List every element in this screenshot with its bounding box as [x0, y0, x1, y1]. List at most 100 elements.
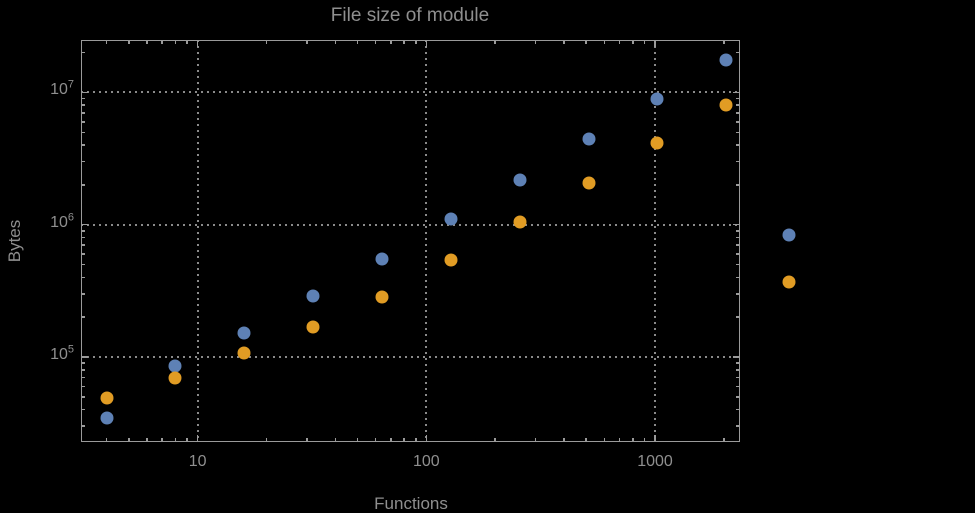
- data-point-series-1-blue: [719, 53, 733, 67]
- y-tick-left: [81, 316, 85, 318]
- y-tick-label-1e6: 106: [50, 211, 74, 231]
- data-point-series-1-blue: [306, 289, 320, 303]
- x-tick-bottom: [494, 438, 496, 442]
- y-tick-left: [81, 276, 85, 279]
- y-tick-right: [736, 184, 740, 186]
- y-tick-right: [736, 104, 740, 106]
- y-tick-left: [81, 230, 85, 232]
- x-tick-bottom: [632, 438, 634, 442]
- y-tick-left: [81, 144, 85, 146]
- y-tick-left: [81, 51, 85, 54]
- x-tick-top: [603, 40, 606, 44]
- y-tick-right: [736, 263, 740, 266]
- x-tick-bottom: [603, 438, 606, 442]
- x-tick-bottom: [618, 438, 621, 442]
- x-tick-bottom: [654, 435, 656, 442]
- x-tick-label-1000: 1000: [637, 453, 673, 470]
- x-tick-bottom: [723, 438, 725, 442]
- data-point-series-2-orange: [782, 275, 796, 289]
- y-tick-right: [736, 425, 740, 427]
- data-point-series-2-orange: [650, 136, 664, 150]
- y-tick-right: [736, 131, 740, 133]
- data-point-series-1-blue: [100, 411, 114, 425]
- data-point-series-2-orange: [237, 346, 251, 360]
- x-tick-top: [534, 40, 537, 44]
- data-point-series-2-orange: [375, 290, 389, 304]
- x-tick-top: [390, 40, 392, 44]
- x-tick-bottom: [196, 435, 199, 442]
- gridline-x-100: [425, 40, 428, 442]
- y-tick-left: [81, 236, 85, 239]
- y-tick-right: [736, 144, 740, 146]
- y-tick-left: [81, 408, 85, 411]
- x-tick-top: [334, 40, 337, 44]
- x-tick-top: [618, 40, 621, 44]
- data-point-series-2-orange: [168, 371, 182, 385]
- y-tick-right: [733, 223, 740, 226]
- data-point-series-2-orange: [100, 391, 114, 405]
- x-tick-top: [161, 40, 163, 44]
- y-tick-right: [736, 97, 740, 100]
- y-tick-right: [736, 276, 740, 279]
- y-tick-left: [81, 112, 85, 114]
- x-tick-top: [585, 40, 587, 44]
- data-point-series-1-blue: [782, 228, 796, 242]
- data-point-series-2-orange: [582, 176, 596, 190]
- x-tick-top: [403, 40, 405, 44]
- data-point-series-1-blue: [444, 212, 458, 226]
- x-tick-top: [563, 40, 565, 44]
- y-tick-right: [736, 385, 740, 388]
- y-tick-left: [81, 160, 85, 163]
- y-tick-left: [81, 244, 85, 246]
- x-tick-top: [174, 40, 177, 44]
- x-tick-top: [265, 40, 268, 44]
- x-tick-bottom: [105, 438, 108, 442]
- x-tick-top: [105, 40, 108, 44]
- y-tick-right: [736, 293, 740, 295]
- y-tick-right: [736, 253, 740, 255]
- gridline-y-1e6: [81, 223, 740, 226]
- y-tick-left: [81, 376, 85, 379]
- y-tick-right: [736, 369, 740, 371]
- x-tick-bottom: [356, 438, 359, 442]
- x-tick-top: [723, 40, 725, 44]
- data-point-series-1-blue: [237, 326, 251, 340]
- x-tick-bottom: [425, 435, 428, 442]
- y-tick-left: [81, 293, 85, 295]
- y-tick-left: [81, 425, 85, 427]
- x-tick-top: [356, 40, 359, 44]
- x-tick-top: [415, 40, 417, 44]
- y-tick-left: [81, 356, 88, 358]
- x-tick-top: [494, 40, 496, 44]
- x-tick-bottom: [334, 438, 337, 442]
- y-tick-left: [81, 91, 88, 94]
- x-tick-bottom: [128, 438, 130, 442]
- x-tick-top: [146, 40, 148, 44]
- data-point-series-2-orange: [513, 215, 527, 229]
- x-tick-top: [196, 40, 199, 47]
- y-tick-left: [81, 97, 85, 100]
- x-tick-top: [306, 40, 308, 44]
- x-tick-bottom: [146, 438, 148, 442]
- y-tick-right: [733, 356, 740, 358]
- y-tick-left: [81, 385, 85, 388]
- data-point-series-1-blue: [168, 359, 182, 373]
- y-tick-right: [736, 112, 740, 114]
- x-tick-bottom: [403, 438, 405, 442]
- data-point-series-1-blue: [650, 92, 664, 106]
- gridline-y-1e7: [81, 91, 740, 94]
- x-tick-top: [425, 40, 428, 47]
- plot-frame: [81, 40, 740, 442]
- y-tick-right: [736, 408, 740, 411]
- x-axis-title: Functions: [374, 494, 448, 513]
- y-tick-right: [736, 51, 740, 54]
- x-tick-top: [654, 40, 656, 47]
- x-tick-label-10: 10: [188, 453, 207, 470]
- y-tick-left: [81, 362, 85, 364]
- x-tick-top: [128, 40, 130, 44]
- x-tick-bottom: [374, 438, 377, 442]
- y-tick-label-1e5: 105: [50, 343, 74, 364]
- x-tick-label-100: 100: [412, 453, 440, 470]
- y-tick-right: [736, 316, 740, 318]
